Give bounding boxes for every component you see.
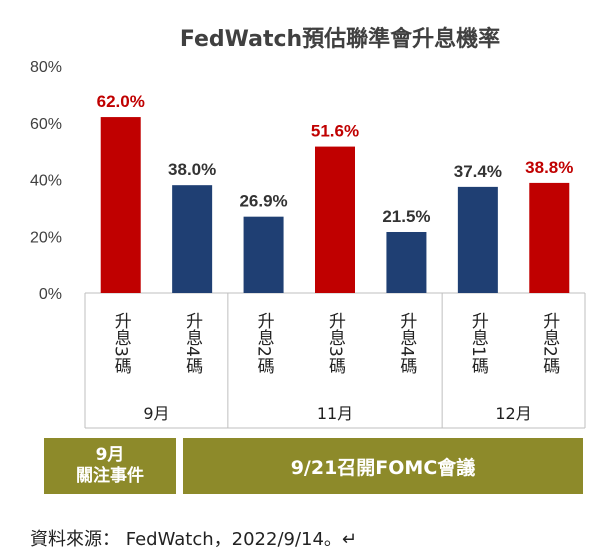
bar <box>386 231 427 293</box>
fomc-box-label: 9/21召開FOMC會議 <box>290 456 476 479</box>
y-tick-label: 80% <box>30 59 62 76</box>
axis-layer: 0% 20% 40% 60% 80% <box>30 59 586 429</box>
category-label: 升息1碼 <box>468 312 489 375</box>
bar <box>529 182 570 293</box>
category-label: 升息2碼 <box>254 312 275 375</box>
y-tick-label: 40% <box>30 173 62 190</box>
category-label: 升息2碼 <box>539 312 560 375</box>
category-label: 升息4碼 <box>396 312 417 375</box>
bar-layer <box>100 117 570 293</box>
fomc-meeting-box: 9/21召開FOMC會議 <box>183 438 583 494</box>
group-label: 12月 <box>495 404 531 423</box>
data-label: 37.4% <box>454 162 502 181</box>
data-label: 21.5% <box>382 207 430 226</box>
event-box-line1: 9月 <box>95 445 125 465</box>
category-label: 升息4碼 <box>182 312 203 375</box>
bar <box>172 185 213 293</box>
category-label: 升息3碼 <box>325 312 346 375</box>
data-label: 26.9% <box>239 192 287 211</box>
data-label: 38.8% <box>525 158 573 177</box>
data-label: 51.6% <box>311 122 359 141</box>
group-label: 9月 <box>143 404 169 423</box>
group-label: 11月 <box>317 404 353 423</box>
source-note: 資料來源： FedWatch，2022/9/14。↵ <box>30 529 358 550</box>
category-label: 升息3碼 <box>111 312 132 375</box>
y-tick-label: 60% <box>30 116 62 133</box>
label-layer: 9月 11月 12月 62.0% 升息3碼 38.0% 升息4碼 26.9% 升息2碼 51.6%… <box>97 92 574 423</box>
bar <box>100 117 141 293</box>
bar <box>315 146 355 293</box>
data-label: 62.0% <box>97 92 145 111</box>
bar <box>243 216 284 293</box>
data-label: 38.0% <box>168 160 216 179</box>
y-tick-label: 0% <box>39 286 62 303</box>
bar <box>457 186 498 293</box>
bar-chart: FedWatch預估聯準會升息機率 0% 20% 40% 60% 80% 9月 11月 12… <box>30 26 586 429</box>
event-box-line2: 關注事件 <box>76 466 144 486</box>
chart-title: FedWatch預估聯準會升息機率 <box>180 26 500 52</box>
event-focus-box: 9月 關注事件 <box>44 438 176 494</box>
y-tick-label: 20% <box>30 229 62 246</box>
